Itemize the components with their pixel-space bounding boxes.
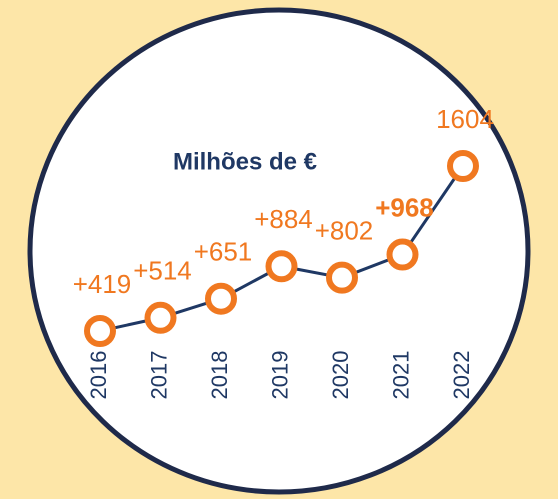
x-tick-label: 2019 bbox=[267, 351, 292, 400]
data-label: 1604 bbox=[436, 104, 494, 134]
x-tick-label: 2022 bbox=[449, 351, 474, 400]
marker bbox=[447, 150, 479, 182]
x-tick-label: 2021 bbox=[388, 351, 413, 400]
data-label: +419 bbox=[73, 269, 132, 299]
data-label: +651 bbox=[194, 237, 253, 267]
x-tick-label: 2016 bbox=[86, 351, 111, 400]
data-label: +968 bbox=[375, 192, 434, 222]
x-tick-label: 2020 bbox=[328, 351, 353, 400]
data-label: +884 bbox=[254, 204, 313, 234]
x-tick-label: 2018 bbox=[207, 351, 232, 400]
marker bbox=[84, 315, 116, 347]
marker bbox=[144, 301, 177, 334]
x-tick-label: 2017 bbox=[146, 351, 171, 400]
marker bbox=[386, 238, 419, 271]
chart-title: Milhões de € bbox=[173, 148, 317, 175]
marker bbox=[205, 282, 237, 315]
marker bbox=[326, 261, 358, 294]
marker bbox=[265, 250, 298, 283]
data-label: +802 bbox=[315, 216, 374, 246]
data-label: +514 bbox=[133, 256, 192, 286]
